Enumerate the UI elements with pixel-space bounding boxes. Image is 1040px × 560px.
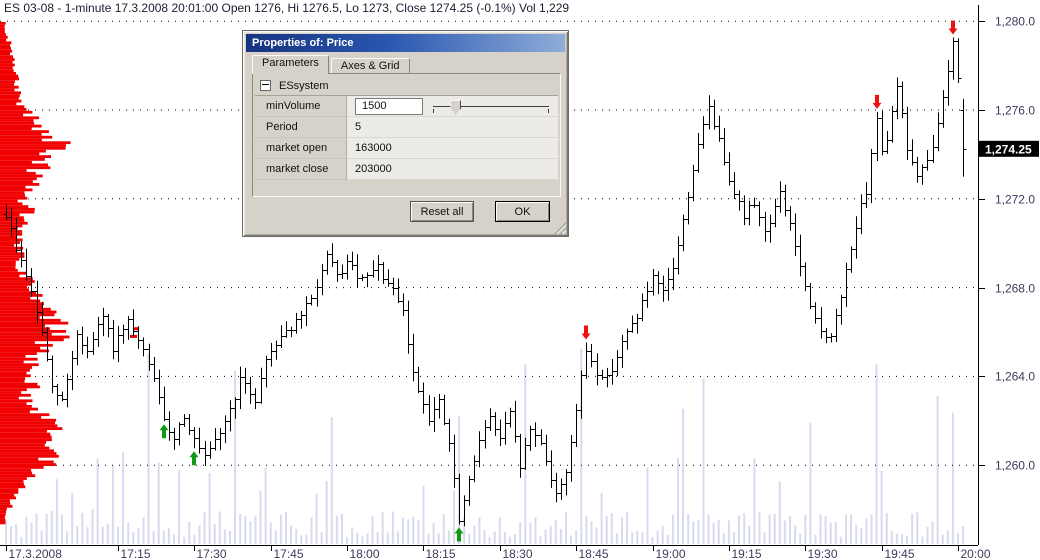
svg-text:1,272.0: 1,272.0 bbox=[995, 193, 1035, 207]
svg-text:19:30: 19:30 bbox=[808, 547, 838, 560]
dialog-title: Properties of: Price bbox=[252, 37, 354, 49]
group-header: ESsystem bbox=[255, 76, 558, 96]
chart-status-line: ES 03-08 - 1-minute 17.3.2008 20:01:00 O… bbox=[4, 1, 576, 15]
price-bars bbox=[3, 37, 967, 527]
svg-text:1,276.0: 1,276.0 bbox=[995, 104, 1035, 118]
property-row: Period 5 bbox=[255, 117, 558, 138]
property-value: 163000 bbox=[355, 142, 392, 154]
minvolume-slider[interactable] bbox=[433, 96, 549, 117]
property-label: market open bbox=[255, 138, 347, 159]
svg-text:1,274.25: 1,274.25 bbox=[985, 142, 1032, 156]
resize-grip[interactable] bbox=[553, 221, 566, 234]
svg-text:1,260.0: 1,260.0 bbox=[995, 459, 1035, 473]
svg-text:18:15: 18:15 bbox=[426, 547, 456, 560]
current-price-marker: 1,274.25 bbox=[979, 140, 1039, 157]
property-value: 203000 bbox=[355, 163, 392, 175]
svg-text:1,264.0: 1,264.0 bbox=[995, 370, 1035, 384]
property-value: 5 bbox=[355, 121, 362, 133]
signal-arrows bbox=[159, 20, 958, 542]
property-row: market open 163000 bbox=[255, 138, 558, 159]
tab-parameters[interactable]: Parameters bbox=[252, 55, 329, 74]
property-row: minVolume 1500 bbox=[255, 96, 558, 117]
svg-text:19:45: 19:45 bbox=[885, 547, 915, 560]
svg-text:20:00: 20:00 bbox=[961, 547, 991, 560]
minvolume-input[interactable]: 1500 bbox=[355, 97, 423, 115]
ok-button[interactable]: OK bbox=[495, 201, 550, 222]
property-value-cell[interactable]: 5 bbox=[347, 117, 558, 138]
property-label: Period bbox=[255, 117, 347, 138]
slider-tick-right bbox=[548, 108, 549, 113]
properties-dialog: Properties of: Price Parameters Axes & G… bbox=[243, 31, 568, 236]
svg-text:19:00: 19:00 bbox=[656, 547, 686, 560]
reset-all-button[interactable]: Reset all bbox=[410, 201, 474, 222]
parameters-panel: ESsystem minVolume 1500 Period 5 market open… bbox=[252, 73, 561, 197]
svg-text:17:15: 17:15 bbox=[121, 547, 151, 560]
property-grid: minVolume 1500 Period 5 market open 163000 mar… bbox=[255, 96, 558, 180]
property-value-cell[interactable]: 163000 bbox=[347, 138, 558, 159]
x-axis[interactable]: 17.3.2008 17:15 17:30 17:45 18:00 18:15 18:30 1… bbox=[0, 545, 991, 560]
property-value-cell[interactable]: 203000 bbox=[347, 159, 558, 180]
dialog-titlebar[interactable]: Properties of: Price bbox=[246, 34, 565, 52]
svg-text:17.3.2008: 17.3.2008 bbox=[9, 547, 63, 560]
collapse-icon[interactable] bbox=[260, 80, 271, 91]
svg-text:18:30: 18:30 bbox=[503, 547, 533, 560]
slider-thumb[interactable] bbox=[450, 99, 462, 115]
dialog-tabs: Parameters Axes & Grid bbox=[252, 55, 412, 74]
svg-text:18:45: 18:45 bbox=[579, 547, 609, 560]
property-value-cell[interactable]: 1500 bbox=[347, 96, 558, 117]
volume-profile bbox=[0, 22, 138, 525]
slider-track bbox=[433, 105, 549, 107]
svg-text:1,280.0: 1,280.0 bbox=[995, 15, 1035, 29]
y-axis[interactable]: 1,280.0 1,276.0 1,272.0 1,268.0 1,264.0 1,260… bbox=[978, 5, 1035, 545]
svg-text:19:15: 19:15 bbox=[732, 547, 762, 560]
svg-text:17:30: 17:30 bbox=[197, 547, 227, 560]
slider-tick-left bbox=[433, 108, 434, 113]
volume-bars bbox=[5, 348, 965, 544]
svg-text:17:45: 17:45 bbox=[274, 547, 304, 560]
group-label: ESsystem bbox=[279, 79, 329, 92]
svg-text:18:00: 18:00 bbox=[350, 547, 380, 560]
property-label: market close bbox=[255, 159, 347, 180]
tab-axes-grid[interactable]: Axes & Grid bbox=[330, 58, 410, 74]
svg-text:1,268.0: 1,268.0 bbox=[995, 282, 1035, 296]
property-row: market close 203000 bbox=[255, 159, 558, 180]
property-label: minVolume bbox=[255, 96, 347, 117]
